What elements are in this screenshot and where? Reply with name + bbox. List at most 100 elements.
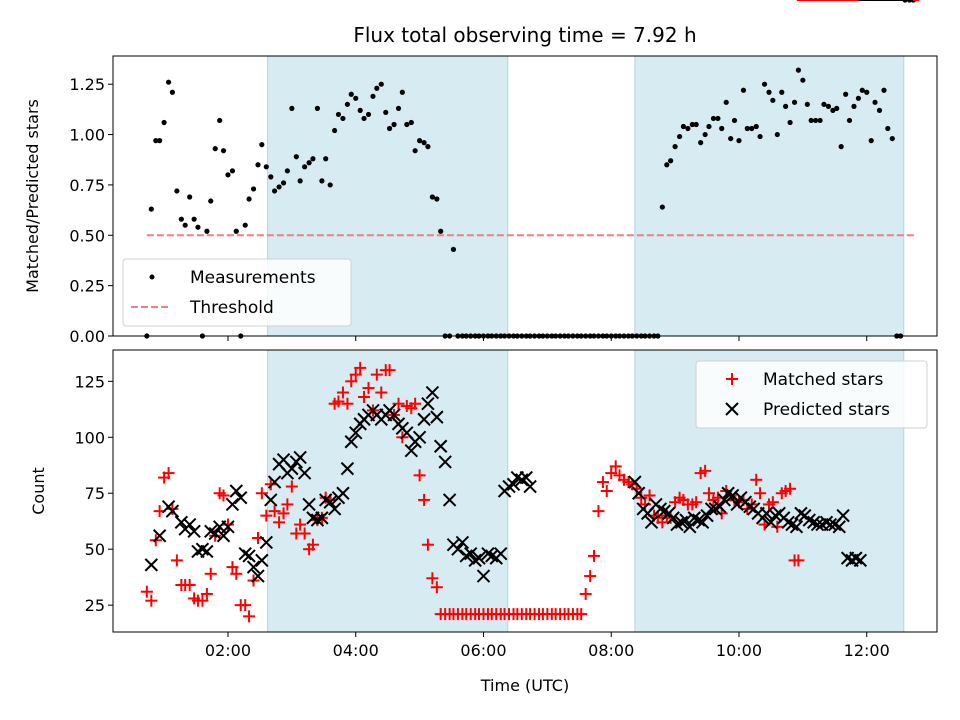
bottom-panel: 25 50 75 100 125 02:00 04:00 06:00 08:00 10:00 12… [29,0,938,695]
measurement-point [783,103,789,109]
measurement-point [787,119,793,126]
top-y-tick-label: 0.50 [69,226,105,245]
bottom-x-tick-label: 10:00 [716,641,762,660]
predicted-star-point [653,502,668,516]
measurement-point [429,194,435,200]
predicted-star-point [242,549,256,563]
predicted-star-point [297,466,312,480]
measurement-point [736,138,742,144]
predicted-star-point [174,515,189,530]
predicted-star-point [255,553,269,568]
measurement-point [212,146,218,152]
measurement-point [157,138,163,144]
measurement-point [770,97,776,103]
matched-star-point [268,505,281,518]
matched-star-point [600,485,613,497]
predicted-star-stroke [463,546,478,561]
measurement-point [259,142,265,148]
top-legend-box [122,258,352,327]
matched-star-point [255,487,268,500]
matched-star-point [298,527,311,540]
predicted-star-stroke [721,486,735,500]
predicted-star-stroke [174,515,189,530]
measurement-point [706,123,712,130]
measurement-point [161,119,167,126]
predicted-star-stroke [789,520,804,534]
matched-star-point [285,480,298,493]
predicted-star-point [832,520,846,534]
predicted-star-point [628,475,642,489]
measurement-point [872,99,878,105]
predicted-star-point [208,526,222,541]
predicted-star-stroke [485,549,499,563]
bottom-x-ticks: 02:00 04:00 06:00 08:00 10:00 12:00 [205,632,890,660]
measurement-point [263,164,269,170]
measurement-point [323,156,329,162]
measurement-point [664,162,670,168]
measurement-point [191,216,197,222]
predicted-star-stroke [683,520,697,534]
matched-star-point [771,520,784,533]
measurement-point [821,101,827,107]
predicted-star-stroke [259,535,274,550]
measurement-point [731,117,738,124]
bottom-legend: Matched stars Predicted stars [695,360,928,429]
predicted-star-stroke [182,517,197,532]
measurement-point [332,127,338,134]
matched-star-point [264,478,277,491]
predicted-star-point [387,408,401,422]
predicted-star-stroke [704,502,719,516]
predicted-star-point [293,450,307,465]
top-y-axis-label: Matched/Predicted stars [23,99,42,293]
predicted-star-stroke [768,508,783,523]
matched-star-point [170,554,183,567]
measurement-point [365,111,372,118]
predicted-star-stroke [340,461,355,476]
bottom-x-tick-label: 06:00 [460,641,506,660]
predicted-star-point [349,426,363,440]
measurement-point [165,79,172,85]
predicted-star-point [187,524,201,538]
legend-matched-marker [726,373,738,385]
predicted-star-point [683,520,697,534]
matched-star-point [183,579,196,591]
bottom-y-ticks: 25 50 75 100 125 [74,372,113,615]
predicted-star-point [221,520,235,534]
predicted-star-stroke [781,515,795,530]
measurement-point [846,117,853,124]
predicted-star-point [323,495,337,509]
predicted-star-stroke [238,546,252,561]
predicted-star-point [666,511,680,525]
measurement-point [284,168,290,174]
matched-star-point [656,516,669,529]
predicted-star-point [692,513,706,527]
predicted-star-stroke [794,506,808,521]
bottom-y-tick-label: 25 [85,596,105,615]
predicted-star-point [472,551,486,565]
predicted-star-stroke [234,491,248,505]
measurement-point [310,156,316,162]
predicted-star-stroke [743,499,757,514]
bottom-x-tick-label: 02:00 [205,641,251,660]
predicted-star-point [506,477,521,491]
measurement-point [225,172,231,178]
predicted-star-stroke [836,508,850,523]
measurement-point [851,103,857,109]
matched-star-point [243,610,256,623]
predicted-star-stroke [628,475,642,489]
predicted-star-point [438,455,452,469]
predicted-star-point [285,461,299,476]
measurement-point [272,188,278,194]
predicted-star-stroke [400,426,414,440]
matched-star-point [784,482,797,495]
predicted-star-stroke [293,450,307,465]
measurement-point [659,204,665,210]
predicted-star-point [819,515,834,530]
predicted-star-point [234,491,248,505]
measurement-point [779,89,785,95]
predicted-star-stroke [264,493,278,507]
measurement-point [319,178,325,184]
legend-predicted-label: Predicted stars [763,400,890,420]
measurement-point [889,135,895,142]
bottom-x-tick-label: 08:00 [588,641,634,660]
